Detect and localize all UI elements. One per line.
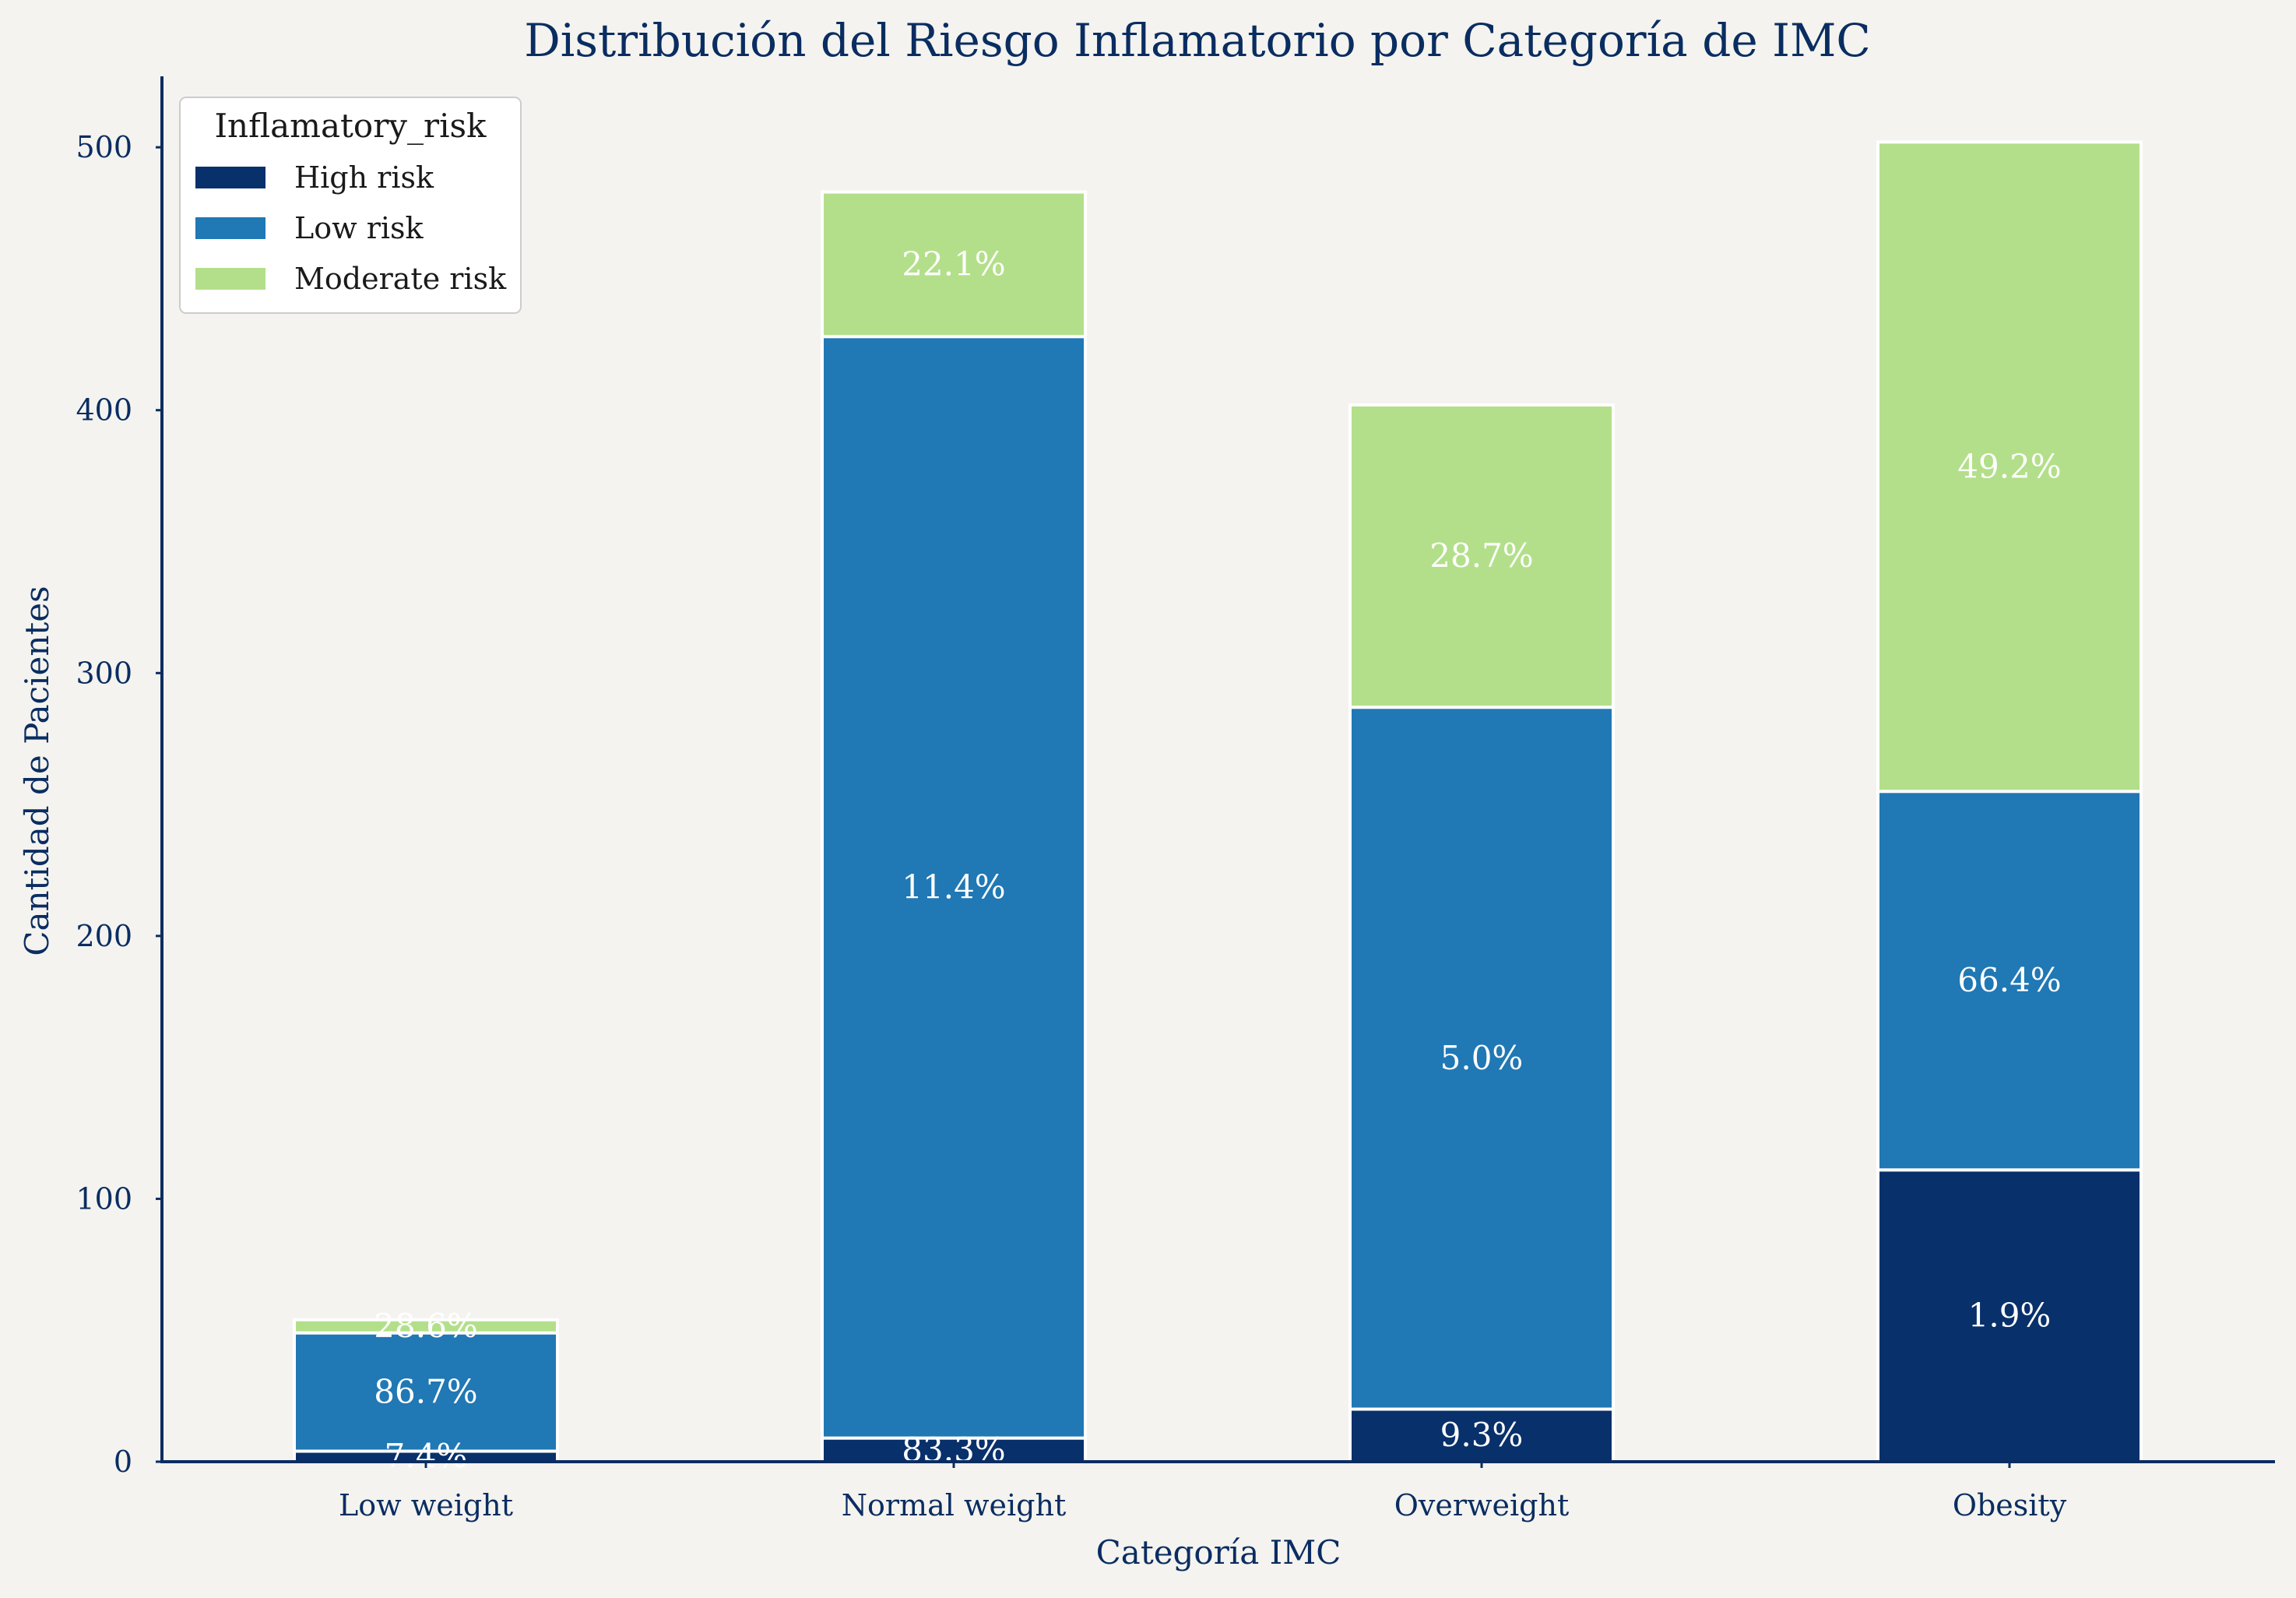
bar-value-label: 86.7% bbox=[374, 1373, 477, 1411]
legend-swatch bbox=[195, 217, 265, 239]
bar-labels-group: 7.4%86.7%28.6%83.3%11.4%22.1%9.3%5.0%28.… bbox=[374, 245, 2061, 1475]
y-tick-label: 200 bbox=[76, 919, 132, 953]
legend-swatch bbox=[195, 167, 265, 188]
bar-value-label: 9.3% bbox=[1440, 1416, 1524, 1454]
bar-segment bbox=[1876, 1168, 2143, 1463]
legend-label: Moderate risk bbox=[294, 262, 507, 296]
x-axis-label: Categoría IMC bbox=[1096, 1533, 1341, 1572]
bar-value-label: 1.9% bbox=[1968, 1297, 2052, 1335]
bar-value-label: 49.2% bbox=[1957, 447, 2061, 485]
y-tick-label: 300 bbox=[76, 656, 132, 690]
bar-value-label: 11.4% bbox=[902, 868, 1005, 906]
x-tick-label: Overweight bbox=[1394, 1488, 1570, 1522]
bar-segment bbox=[1876, 140, 2143, 794]
bar-value-label: 22.1% bbox=[902, 245, 1005, 283]
y-tick-label: 100 bbox=[76, 1181, 132, 1216]
bar-value-label: 28.7% bbox=[1429, 537, 1533, 575]
y-tick-label: 500 bbox=[76, 130, 132, 164]
x-ticks-group: Low weight Normal weight Overweight Obesity bbox=[339, 1462, 2067, 1522]
bar-segment bbox=[1348, 403, 1615, 709]
legend-items: High risk Low risk Moderate risk bbox=[195, 160, 507, 296]
legend-label: Low risk bbox=[294, 211, 424, 245]
legend-title: Inflamatory_risk bbox=[214, 107, 487, 145]
y-tick-label: 0 bbox=[114, 1445, 132, 1479]
x-tick-label: Low weight bbox=[339, 1488, 513, 1522]
bar-segment bbox=[821, 335, 1087, 1440]
bars-group bbox=[293, 140, 2143, 1464]
bar-segment bbox=[1348, 1407, 1615, 1463]
bar-segment bbox=[293, 1331, 559, 1453]
bar-segment bbox=[293, 1318, 559, 1335]
bar-segment bbox=[1876, 790, 2143, 1172]
legend-box bbox=[179, 97, 522, 314]
x-tick-label: Normal weight bbox=[842, 1488, 1066, 1522]
legend: Inflamatory_risk High risk Low risk Modera… bbox=[179, 97, 522, 314]
bar-value-label: 5.0% bbox=[1440, 1039, 1524, 1077]
bar-segment bbox=[821, 190, 1087, 339]
bar-segment bbox=[821, 1436, 1087, 1464]
bar-value-label: 28.6% bbox=[374, 1307, 477, 1345]
x-tick-label: Obesity bbox=[1953, 1488, 2067, 1522]
y-ticks-group: 0 100 200 300 400 500 bbox=[76, 130, 162, 1479]
chart-title: Distribución del Riesgo Inflamatorio por… bbox=[524, 14, 1871, 67]
bar-value-label: 7.4% bbox=[385, 1437, 468, 1475]
bar-value-label: 66.4% bbox=[1957, 961, 2061, 999]
legend-swatch bbox=[195, 268, 265, 290]
y-axis-label: Cantidad de Pacientes bbox=[18, 586, 56, 956]
legend-label: High risk bbox=[294, 160, 434, 195]
y-tick-label: 400 bbox=[76, 393, 132, 428]
bar-segment bbox=[1348, 706, 1615, 1411]
